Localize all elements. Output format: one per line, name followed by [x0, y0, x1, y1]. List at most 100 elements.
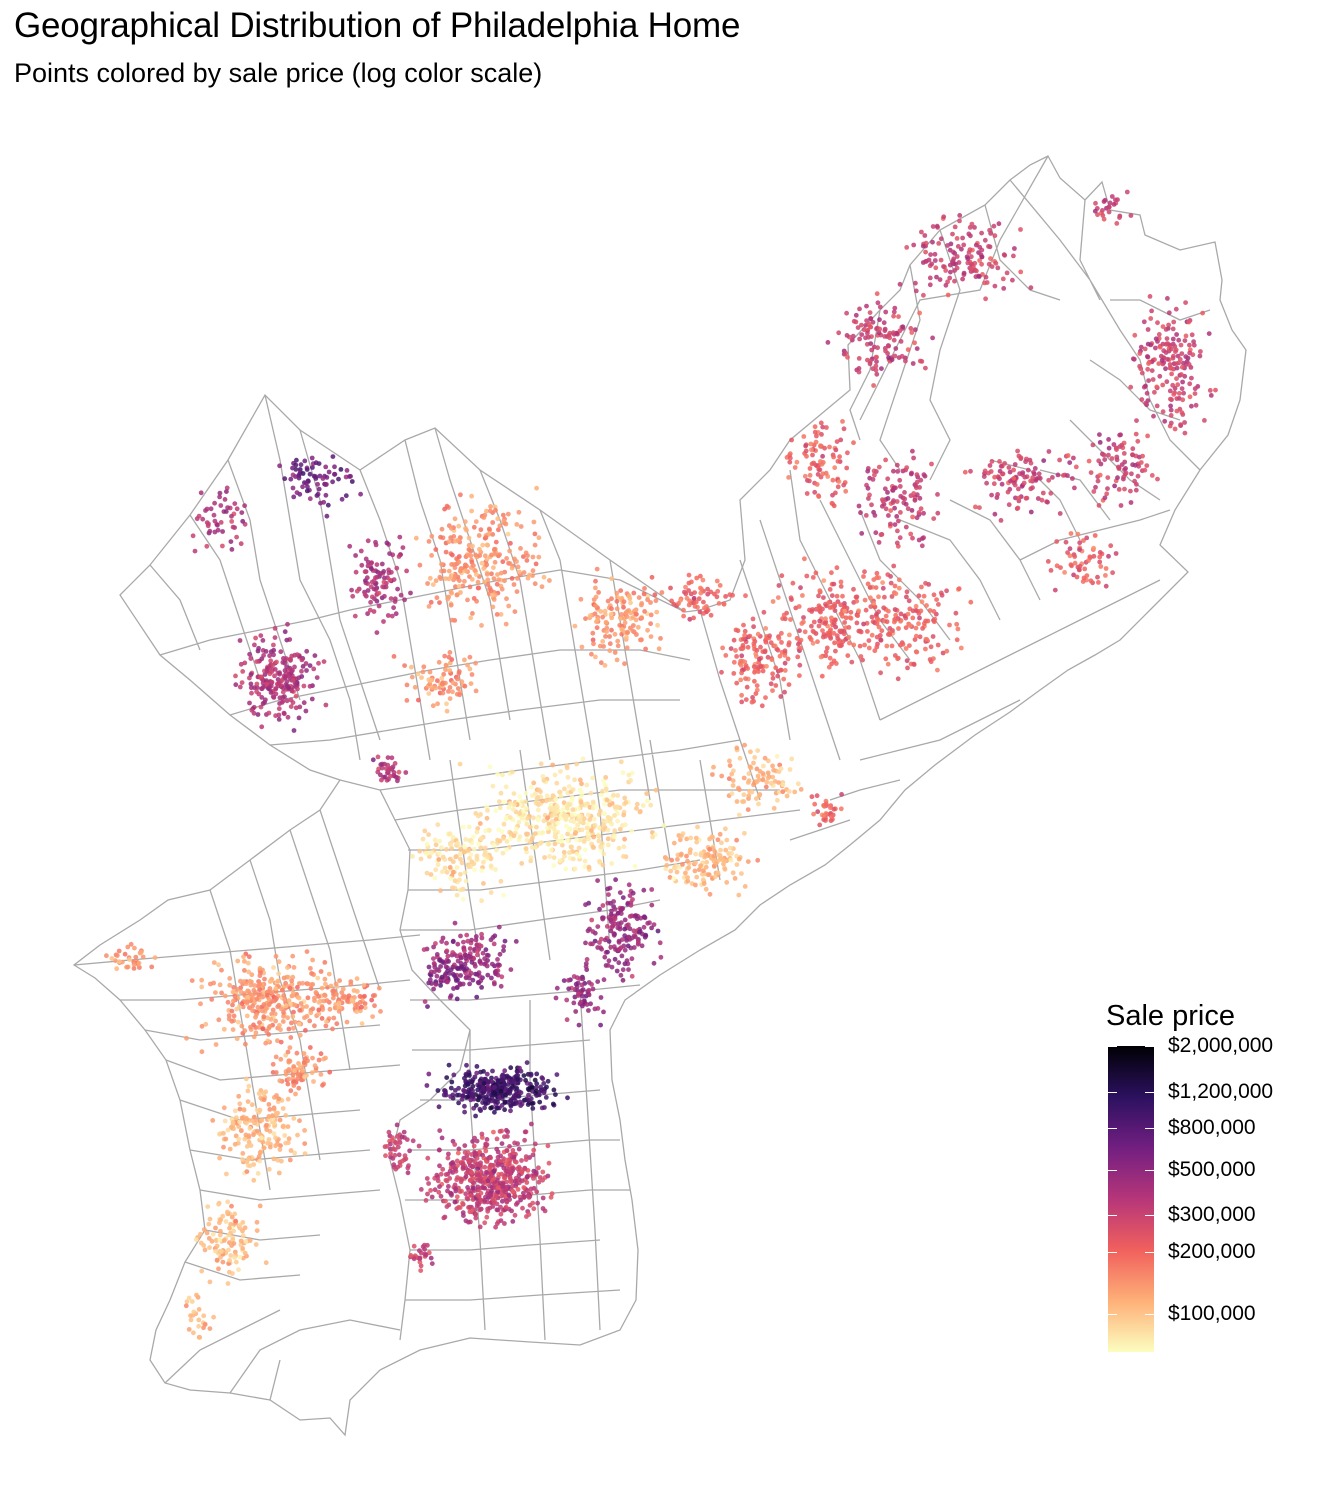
sale-point — [517, 834, 523, 840]
sale-point — [1138, 366, 1144, 372]
sale-point — [696, 596, 702, 602]
sale-point — [868, 341, 874, 346]
sale-point — [362, 1001, 368, 1006]
sale-point — [440, 869, 445, 875]
sale-point — [593, 603, 598, 609]
sale-point — [546, 841, 551, 847]
sale-point — [1086, 558, 1091, 563]
sale-point — [275, 1004, 281, 1010]
sale-point — [277, 463, 282, 469]
sale-point — [718, 847, 723, 853]
sale-point — [833, 490, 838, 496]
sale-point — [522, 1137, 527, 1143]
sale-point — [953, 610, 959, 616]
sale-point — [477, 546, 482, 552]
sale-point — [448, 1094, 453, 1099]
sale-point — [564, 837, 570, 843]
sale-point — [593, 594, 599, 600]
sale-point — [845, 354, 850, 360]
sale-point — [385, 755, 391, 760]
sale-point — [1168, 403, 1173, 409]
sale-point — [1028, 509, 1034, 515]
sale-point — [645, 798, 650, 804]
sale-point — [958, 645, 964, 651]
sale-point — [206, 521, 211, 527]
sale-point — [558, 769, 563, 774]
sale-point — [634, 916, 640, 922]
sale-point — [322, 976, 328, 982]
sale-point — [1149, 308, 1154, 314]
sale-point — [617, 926, 623, 932]
sale-point — [1173, 361, 1179, 367]
sale-point — [815, 639, 820, 645]
sale-point — [873, 530, 879, 536]
sale-point — [527, 572, 532, 578]
sale-point — [531, 1176, 536, 1181]
sale-point — [590, 775, 595, 781]
sale-point — [447, 668, 453, 673]
sale-point — [391, 605, 396, 611]
sale-point — [443, 964, 449, 970]
sale-point — [248, 672, 254, 677]
sale-point — [448, 602, 454, 608]
sale-point — [445, 968, 450, 974]
sale-point — [1141, 319, 1147, 325]
sale-point — [993, 260, 999, 266]
sale-point — [533, 561, 539, 567]
sale-point — [562, 786, 567, 792]
sale-point — [292, 664, 297, 670]
sale-point — [445, 1188, 450, 1194]
sale-point — [369, 566, 374, 572]
sale-point — [203, 508, 208, 513]
sale-point — [495, 1154, 501, 1160]
sale-point — [1077, 563, 1083, 569]
sale-point — [248, 1024, 253, 1030]
sale-point — [922, 233, 928, 238]
sale-point — [283, 656, 289, 661]
sale-point — [495, 972, 501, 978]
sale-point — [1097, 550, 1103, 555]
sale-point — [819, 673, 825, 679]
sale-point — [583, 940, 588, 946]
sale-point — [746, 778, 752, 783]
sale-point — [404, 1137, 410, 1142]
sale-point — [1138, 344, 1144, 350]
sale-point — [394, 1122, 400, 1128]
sale-point — [757, 656, 762, 662]
sale-point — [448, 876, 453, 881]
sale-point — [594, 625, 600, 631]
sale-point — [389, 613, 395, 619]
sale-point — [1114, 221, 1120, 226]
sale-point — [872, 472, 877, 478]
sale-point — [541, 574, 547, 580]
sale-point — [1175, 382, 1181, 388]
sale-point — [227, 982, 233, 988]
sale-point — [897, 535, 903, 541]
sale-point — [458, 1176, 464, 1182]
sale-point — [382, 761, 387, 767]
sale-point — [612, 828, 618, 834]
sale-point — [991, 481, 997, 487]
sale-point — [911, 455, 916, 461]
sale-point — [694, 874, 700, 880]
sale-point — [442, 506, 447, 512]
sale-point — [462, 1150, 468, 1155]
sale-point — [515, 576, 520, 581]
sale-point — [492, 1090, 498, 1096]
sale-point — [810, 575, 816, 580]
sale-point — [493, 539, 499, 545]
sale-point — [829, 570, 834, 576]
sale-point — [233, 682, 239, 688]
sale-point — [226, 1013, 232, 1018]
sale-point — [1061, 473, 1066, 478]
sale-point — [529, 845, 535, 850]
sale-point — [388, 1151, 393, 1157]
sale-point — [459, 860, 465, 866]
sale-point — [683, 591, 689, 597]
sale-point — [296, 715, 302, 721]
sale-point — [280, 1019, 286, 1024]
sale-point — [439, 526, 445, 532]
sale-point — [1183, 354, 1189, 359]
sale-point — [523, 846, 529, 852]
sale-point — [727, 758, 732, 764]
